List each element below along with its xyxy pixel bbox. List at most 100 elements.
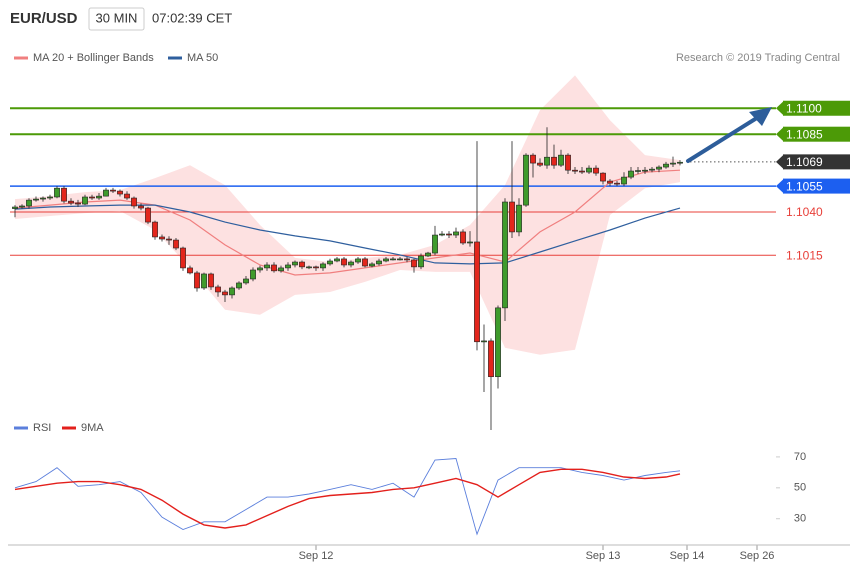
candle-body (467, 241, 473, 244)
candle-body (341, 258, 347, 266)
candle-body (173, 239, 179, 249)
ma-line (14, 204, 681, 265)
candle-body (348, 261, 354, 266)
candle-body (551, 156, 557, 166)
level-label-pointer (776, 126, 784, 142)
candle-body (376, 260, 382, 265)
candle-body (600, 172, 606, 182)
level-label: 1.1085 (786, 127, 823, 141)
line-layer (14, 169, 681, 276)
level-label: 1.1040 (786, 205, 823, 219)
candle-body (159, 236, 165, 240)
candle-body (327, 260, 333, 265)
candle-body (453, 231, 459, 236)
candle-body (572, 169, 578, 172)
candle-body (208, 273, 214, 288)
ma-line (14, 169, 681, 276)
y-tick-label: 70 (794, 451, 806, 463)
candle-body (432, 234, 438, 254)
projection-arrow-head (749, 107, 772, 126)
candle-body (621, 176, 627, 185)
rsi-line (14, 468, 681, 529)
candle-body (194, 272, 200, 289)
candle-body (439, 233, 445, 236)
candle-body (75, 202, 81, 205)
candle-body (201, 273, 207, 289)
candle-body (145, 207, 151, 223)
candle-body (334, 258, 340, 262)
candle-body (593, 167, 599, 174)
candle-body (446, 233, 452, 236)
band-layer (15, 75, 680, 355)
candle-body (222, 291, 228, 296)
candle-body (516, 204, 522, 233)
symbol: EUR/USD (10, 10, 78, 27)
candle-body (320, 263, 326, 269)
candle-body (404, 258, 410, 261)
candle-body (397, 258, 403, 261)
candle-body (607, 180, 613, 184)
candle-body (264, 264, 270, 269)
credit: Research © 2019 Trading Central (676, 52, 840, 64)
level-label: 1.1015 (786, 248, 823, 262)
level-layer (10, 107, 776, 256)
candle-body (166, 238, 172, 241)
candle-body (19, 205, 25, 208)
candle-body (383, 258, 389, 262)
level-label-pointer (776, 100, 784, 116)
legend-label: RSI (33, 422, 51, 434)
level-label-pointer (776, 154, 784, 170)
legend-label: 9MA (81, 422, 104, 434)
candle-body (677, 161, 683, 164)
time: 07:02:39 CET (152, 10, 232, 25)
candle-body (425, 252, 431, 257)
candle-body (236, 282, 242, 289)
candle-body (523, 154, 529, 206)
candle-body (89, 196, 95, 199)
candle-body (68, 200, 74, 204)
level-label-box (783, 154, 850, 170)
candle-body (215, 286, 221, 293)
candle-body (565, 154, 571, 171)
candle-body (362, 258, 368, 267)
candle-body (418, 255, 424, 268)
level-label-pointer (776, 178, 784, 194)
candle-body (278, 267, 284, 272)
candle-body (628, 170, 634, 178)
candle-body (614, 182, 620, 185)
candle-body (355, 258, 361, 263)
candle-body (110, 189, 116, 192)
candle-body (96, 195, 102, 199)
candle-body (33, 198, 39, 201)
candle-body (313, 266, 319, 269)
candle-body (474, 241, 480, 343)
candle-body (180, 247, 186, 269)
candle-body (509, 201, 515, 233)
candle-body (292, 261, 298, 266)
candle-body (257, 267, 263, 271)
rsi-line (14, 458, 681, 536)
x-tick-label: Sep 26 (740, 550, 775, 562)
y-tick-label: 50 (794, 482, 806, 494)
candle-body (488, 340, 494, 378)
candle-body (530, 154, 536, 164)
candle-body (390, 258, 396, 261)
level-label: 1.1069 (786, 155, 823, 169)
level-label: 1.1055 (786, 179, 823, 193)
candle-body (187, 267, 193, 274)
candle-body (537, 162, 543, 166)
candle-body (124, 193, 130, 199)
candle-body (502, 201, 508, 309)
candle-body (61, 187, 67, 202)
candle-body (299, 261, 305, 268)
candle-body (243, 278, 249, 284)
candle-body (544, 156, 550, 166)
candle-body (460, 231, 466, 244)
candle-body (152, 221, 158, 238)
bollinger-band (15, 75, 680, 355)
candle-body (271, 264, 277, 272)
y-tick-label: 30 (794, 513, 806, 525)
candle-body (250, 269, 256, 280)
